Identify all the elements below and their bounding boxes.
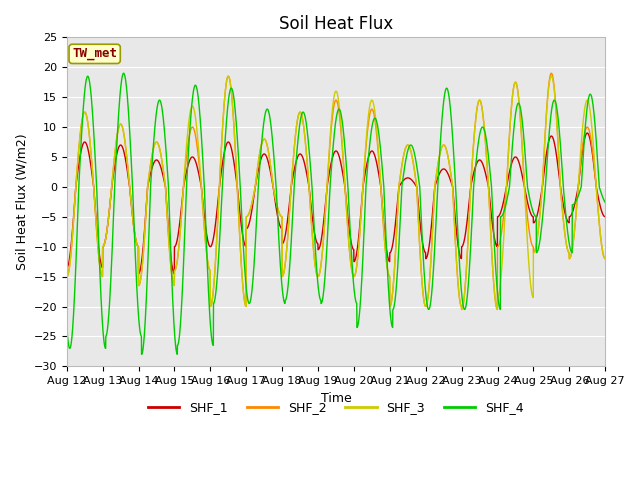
Line: SHF_3: SHF_3	[67, 76, 605, 310]
SHF_1	[388, 243, 396, 249]
SHF_4	[214, 273, 221, 278]
X-axis label: Time: Time	[321, 392, 351, 405]
Y-axis label: Soil Heat Flux (W/m2): Soil Heat Flux (W/m2)	[15, 133, 28, 270]
SHF_4	[601, 199, 609, 205]
SHF_2	[458, 307, 465, 312]
SHF_1	[63, 265, 70, 271]
SHF_2	[601, 256, 609, 262]
Title: Soil Heat Flux: Soil Heat Flux	[279, 15, 393, 33]
SHF_2	[388, 293, 396, 299]
SHF_2	[213, 230, 221, 236]
SHF_3	[398, 163, 406, 169]
SHF_4	[138, 351, 145, 357]
SHF_3	[601, 256, 609, 262]
SHF_4	[398, 183, 406, 189]
SHF_4	[601, 199, 609, 205]
SHF_4	[120, 71, 127, 76]
SHF_1	[179, 196, 186, 202]
SHF_2	[547, 71, 555, 76]
SHF_3	[213, 230, 221, 236]
Line: SHF_1: SHF_1	[67, 133, 605, 274]
SHF_3	[458, 307, 465, 312]
SHF_1	[213, 205, 221, 211]
SHF_3	[550, 87, 558, 93]
SHF_4	[550, 97, 558, 103]
SHF_1	[584, 130, 591, 136]
SHF_1	[135, 271, 143, 276]
SHF_2	[550, 84, 558, 90]
SHF_1	[550, 139, 558, 144]
SHF_3	[225, 73, 232, 79]
SHF_3	[388, 292, 396, 298]
SHF_4	[179, 287, 186, 293]
SHF_2	[63, 274, 70, 279]
SHF_3	[601, 256, 609, 262]
SHF_1	[601, 214, 609, 220]
SHF_3	[63, 274, 70, 279]
Text: TW_met: TW_met	[72, 48, 117, 60]
SHF_1	[398, 180, 406, 185]
SHF_2	[398, 164, 406, 170]
SHF_4	[388, 324, 396, 330]
SHF_1	[601, 214, 609, 220]
SHF_3	[179, 204, 186, 209]
SHF_4	[63, 324, 70, 330]
Legend: SHF_1, SHF_2, SHF_3, SHF_4: SHF_1, SHF_2, SHF_3, SHF_4	[143, 396, 529, 420]
Line: SHF_2: SHF_2	[67, 73, 605, 310]
SHF_2	[601, 256, 609, 262]
Line: SHF_4: SHF_4	[67, 73, 605, 354]
SHF_2	[179, 204, 186, 209]
